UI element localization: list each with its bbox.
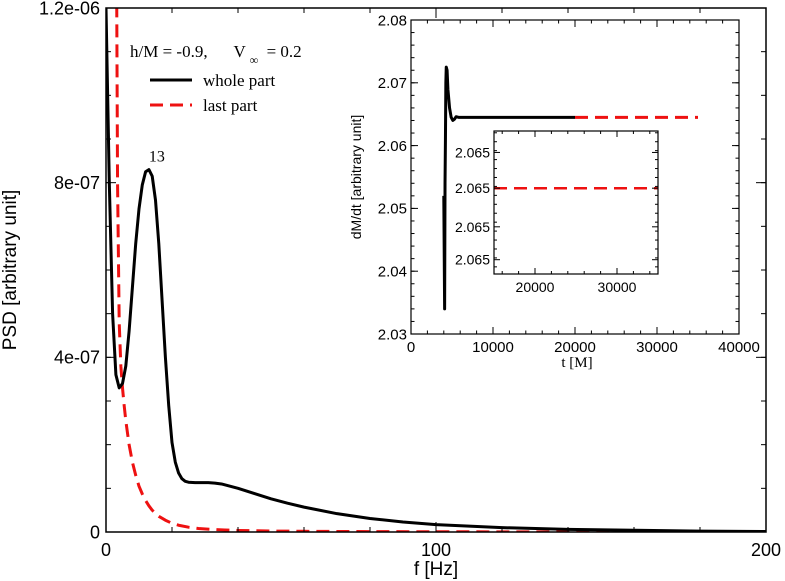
- legend-title-v: V: [234, 42, 247, 61]
- zoom-x-tick-label: 30000: [598, 279, 637, 295]
- inset-x-tick-label: 20000: [554, 339, 596, 356]
- legend-label-whole-part: whole part: [203, 71, 276, 90]
- legend-title-params: h/M = -0.9, V ∞ = 0.2: [130, 42, 302, 68]
- main-x-tick-label: 0: [101, 540, 111, 560]
- main-ticks: 0 100 200 0 4e-07 8e-07 1.2e-06: [39, 0, 781, 560]
- zoom-y-tick-label: 2.065: [455, 219, 490, 235]
- inset-y-tick-label: 2.08: [378, 12, 407, 29]
- main-y-tick-label: 1.2e-06: [39, 0, 100, 18]
- inset-y-tick-label: 2.04: [378, 263, 407, 280]
- inset-x-tick-label: 0: [407, 339, 415, 356]
- main-y-axis-label: PSD [arbitrary unit]: [0, 190, 21, 351]
- zoom-y-tick-label: 2.065: [455, 252, 490, 268]
- inset-x-tick-label: 10000: [472, 339, 514, 356]
- zoom-ticks: 20000 30000 2.065 2.065 2.065 2.065: [455, 131, 658, 295]
- inset-x-tick-label: 40000: [718, 339, 760, 356]
- zoom-y-tick-label: 2.065: [455, 180, 490, 196]
- legend-title-h: h/M = -0.9,: [130, 42, 208, 61]
- zoom-x-tick-label: 20000: [516, 279, 555, 295]
- inset-y-tick-label: 2.07: [378, 75, 407, 92]
- inset-y-tick-label: 2.05: [378, 201, 407, 218]
- legend-title-sub: ∞: [250, 53, 259, 67]
- zoom-y-tick-label: 2.065: [455, 144, 490, 160]
- inset-x-tick-label: 30000: [636, 339, 678, 356]
- legend-title-rest: = 0.2: [267, 42, 302, 61]
- legend-label-last-part: last part: [203, 96, 258, 115]
- inset-series-layer: [442, 65, 698, 311]
- main-x-axis-label: f [Hz]: [414, 559, 458, 580]
- legend: h/M = -0.9, V ∞ = 0.2 whole part last pa…: [130, 42, 302, 115]
- zoom-inset-plot: 20000 30000 2.065 2.065 2.065 2.065: [455, 130, 659, 295]
- main-series-0: [106, 8, 766, 532]
- inset-x-axis-label: t [M]: [561, 355, 592, 371]
- peak-annotation: 13: [149, 149, 165, 166]
- main-y-tick-label: 4e-07: [54, 348, 100, 368]
- inset-y-axis-label: dM/dt [arbitrary unit]: [348, 115, 364, 240]
- inset-ticks: 0 10000 20000 30000 40000 2.03 2.04 2.05 2.06 2.0…: [378, 12, 760, 356]
- inset-y-tick-label: 2.06: [378, 138, 407, 155]
- main-x-tick-label: 200: [751, 540, 781, 560]
- inset-y-tick-label: 2.03: [378, 326, 407, 343]
- main-x-tick-label: 100: [421, 540, 451, 560]
- main-y-tick-label: 0: [90, 522, 100, 542]
- zoom-inset-frame: [493, 130, 659, 275]
- inset-series-0: [442, 65, 575, 311]
- main-y-tick-label: 8e-07: [54, 173, 100, 193]
- zoom-inset-background: [494, 131, 658, 274]
